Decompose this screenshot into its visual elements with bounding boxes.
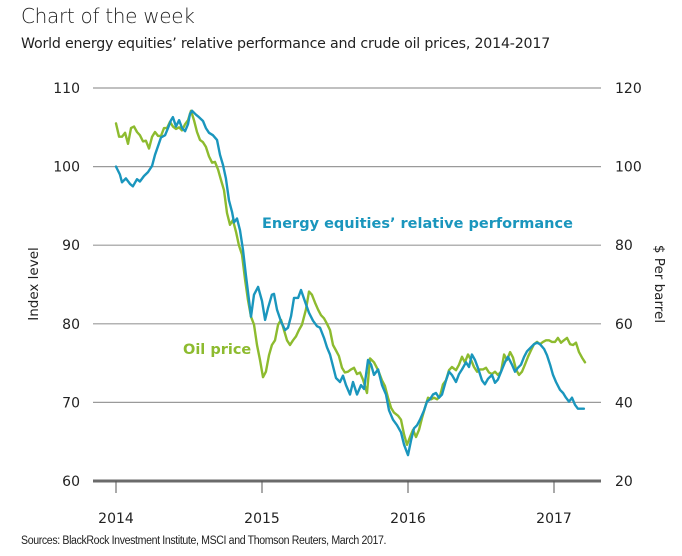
x-tick-label: 2015 [244,511,280,527]
x-tick-label: 2014 [98,511,134,527]
y-axis-right-ticks: 20 40 60 80 100 120 [615,81,642,490]
y-tick-label-right: 120 [615,81,642,97]
y-tick-label-right: 80 [615,238,633,254]
y-tick-label-right: 100 [615,160,642,176]
y-tick-label-right: 40 [615,395,633,411]
y-tick-label-right: 60 [615,317,633,333]
source-note: Sources: BlackRock Investment Institute,… [21,535,387,547]
series-lines [114,109,587,457]
gridlines [93,87,601,483]
y-tick-label-left: 90 [62,238,80,254]
equities-annotation: Energy equities’ relative performance [262,216,573,232]
x-axis-ticks: 2014 2015 2016 2017 [98,481,572,527]
y-tick-label-left: 110 [53,81,80,97]
y-axis-left-ticks: 60 70 80 90 100 110 [53,81,80,490]
x-tick-label: 2016 [390,511,426,527]
x-tick-label: 2017 [536,511,572,527]
chart-subtitle: World energy equities’ relative performa… [21,36,551,52]
y-tick-label-left: 70 [62,395,80,411]
y-tick-label-right: 20 [615,474,633,490]
oil-annotation: Oil price [183,342,251,358]
y-tick-label-left: 60 [62,474,80,490]
y-tick-label-left: 100 [53,160,80,176]
y-axis-left-title: Index level [26,247,42,321]
y-axis-right-title: $ Per barrel [651,245,667,323]
chart-title: Chart of the week [21,4,195,28]
y-tick-label-left: 80 [62,317,80,333]
energy-equities-line [114,109,586,457]
